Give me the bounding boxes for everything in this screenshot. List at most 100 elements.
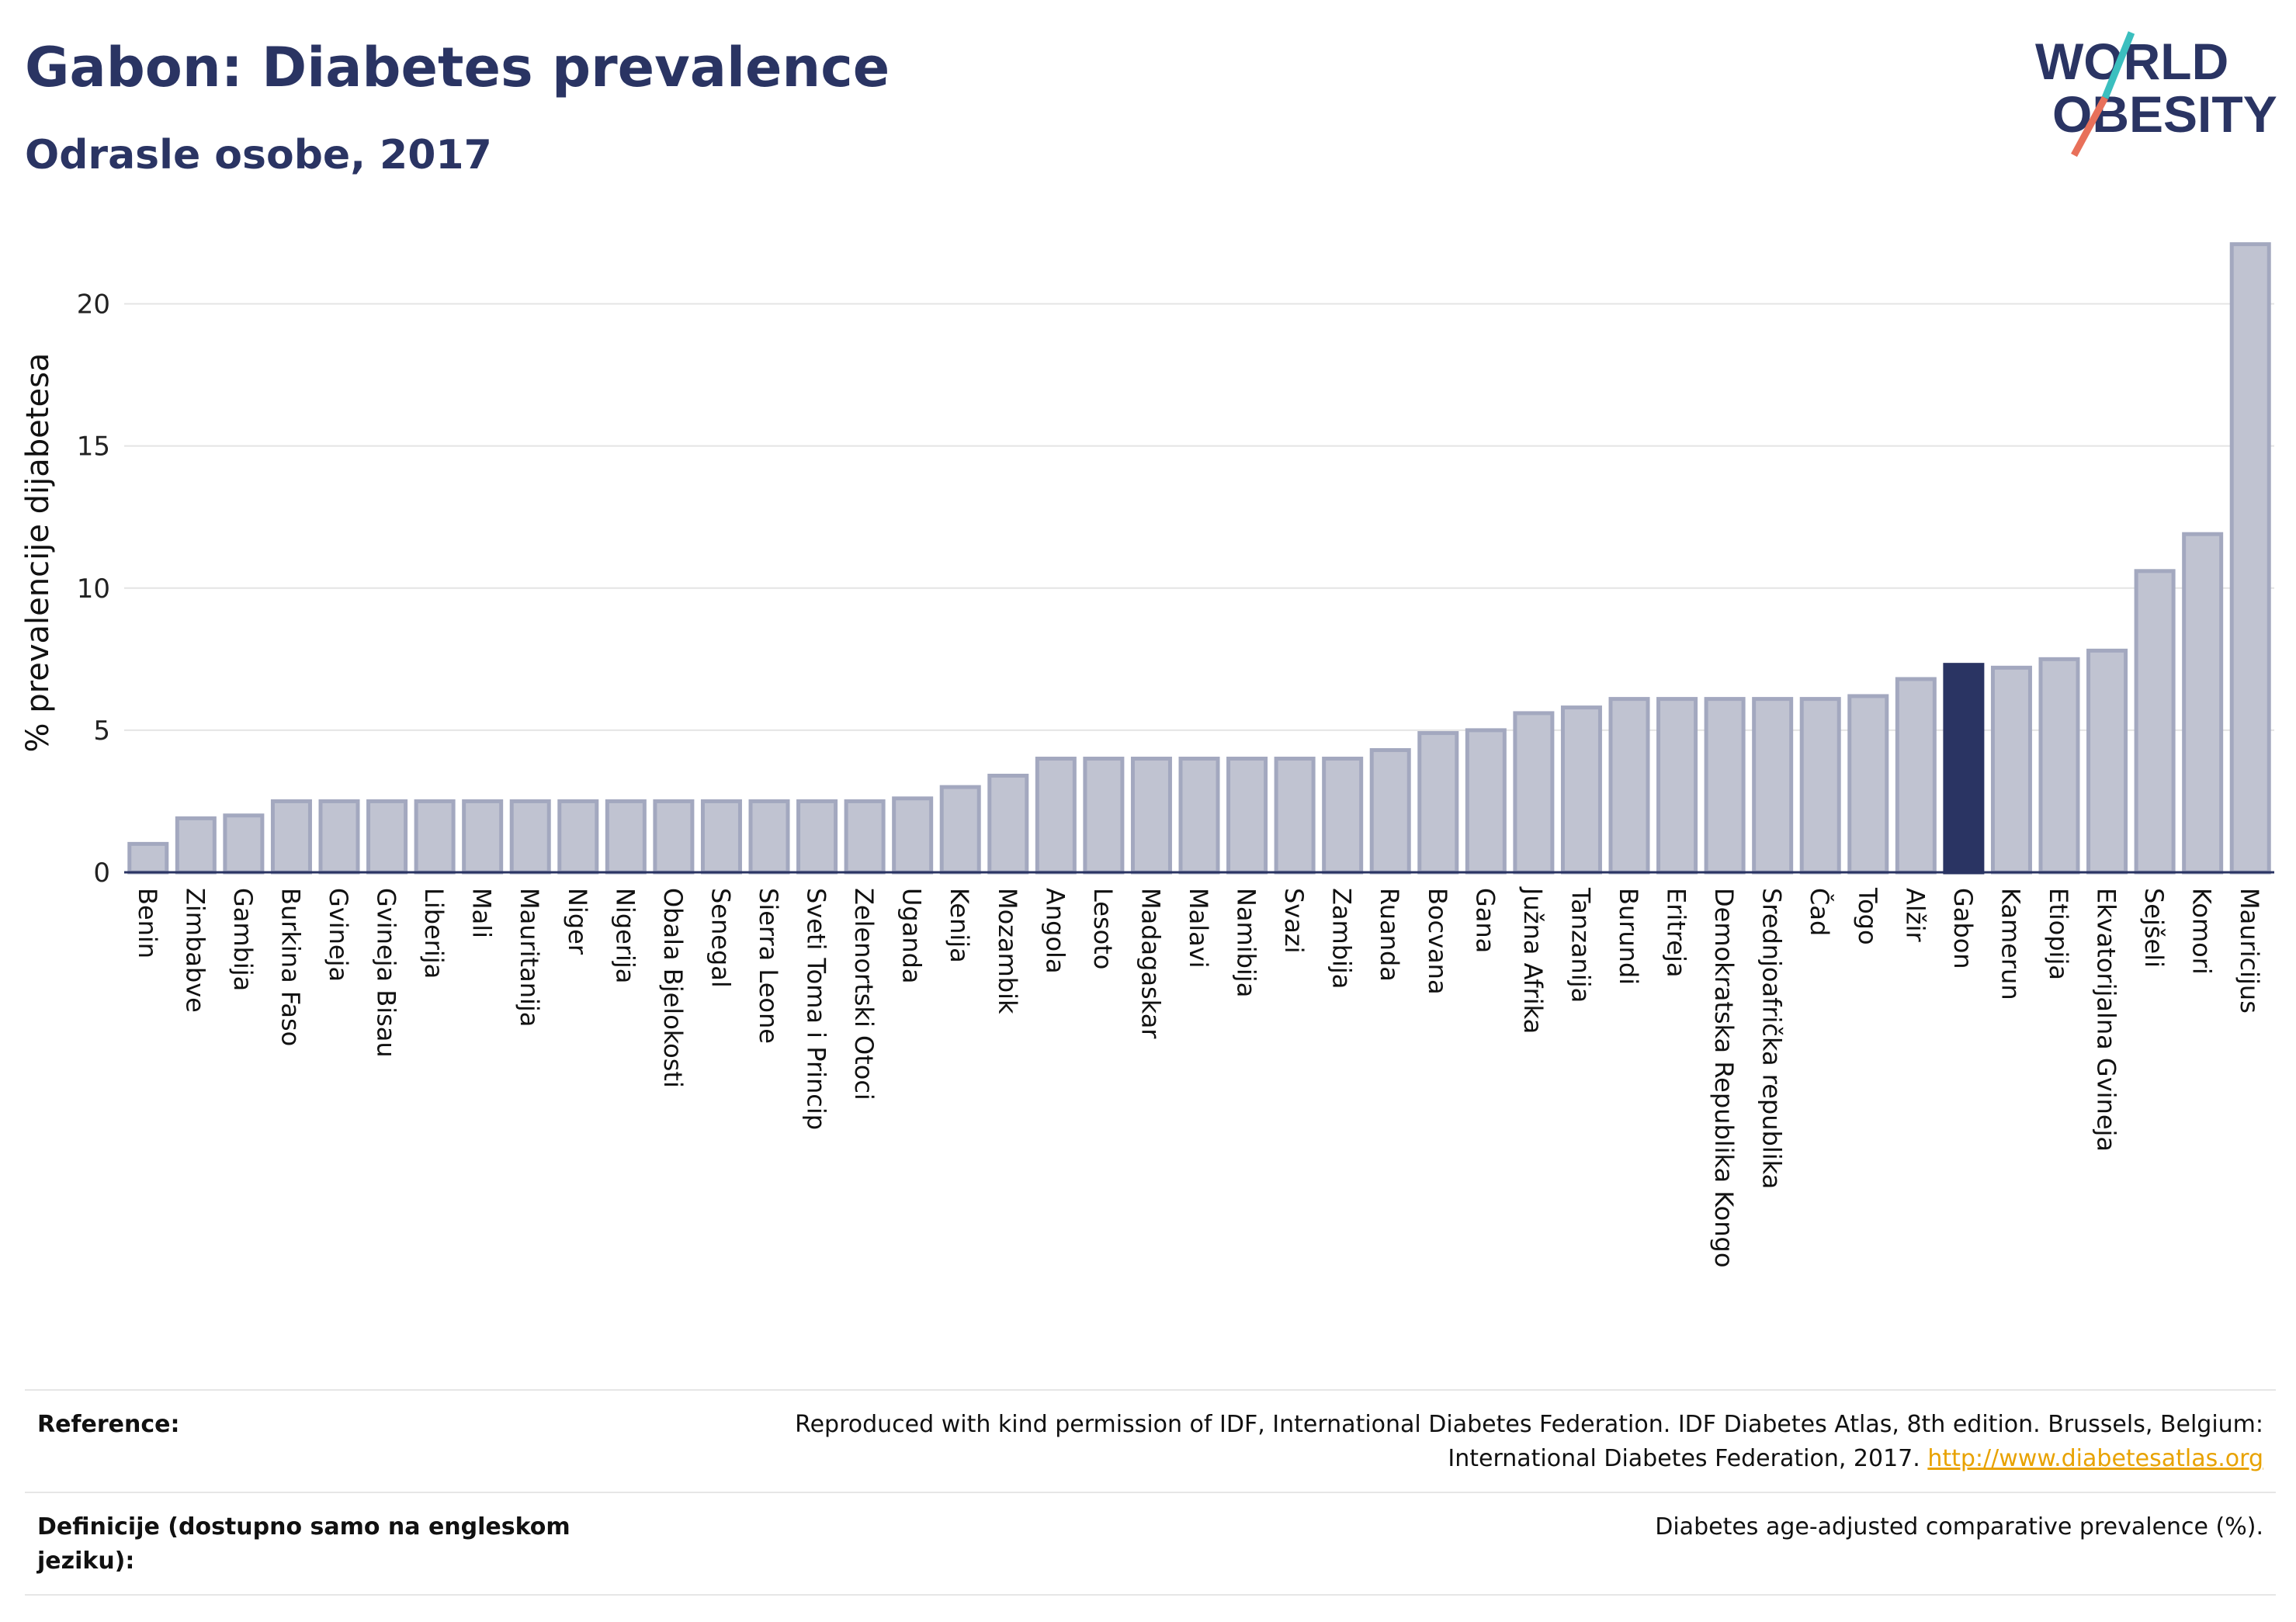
bar-ruanda [1369, 748, 1411, 875]
x-tick-label: Svazi [1279, 888, 1309, 954]
world-obesity-logo: WORLD OBESITY [2035, 31, 2277, 158]
bar-zelenortski-otoci [844, 799, 886, 875]
y-tick-label: 15 [77, 431, 110, 463]
bar-gabon [1943, 663, 1985, 875]
y-tick-label: 0 [93, 858, 110, 889]
bar-sejšeli [2134, 569, 2176, 875]
bar-uganda [892, 796, 934, 875]
x-tick-label: Etiopija [2044, 888, 2073, 980]
y-axis-title: % prevalencije dijabetesa [20, 353, 56, 753]
x-tick-label: Nigerija [610, 888, 640, 983]
x-tick-label: Južna Afrika [1518, 886, 1548, 1034]
bar-senegal [700, 799, 742, 875]
x-tick-label: Demokratska Republika Kongo [1709, 888, 1739, 1267]
x-tick-label: Uganda [897, 888, 927, 984]
x-tick-label: Srednjoafrička republika [1757, 888, 1787, 1189]
x-tick-label: Kenija [945, 888, 974, 963]
x-tick-label: Senegal [706, 888, 735, 988]
x-tick-label: Gvineja Bisau [372, 888, 401, 1058]
bar-madagaskar [1130, 757, 1172, 875]
bar-nigerija [605, 799, 647, 875]
x-tick-label: Sejšeli [2139, 888, 2169, 968]
bar-obala-bjelokosti [653, 799, 695, 875]
bar-burundi [1608, 697, 1650, 875]
x-axis-labels: Benin Zimbabve Gambija Burkina Faso Gvineja G… [133, 886, 2264, 1267]
x-tick-label: Tanzanija [1566, 887, 1595, 1003]
bar-chart: 0 5 10 15 20 % prevalencije dijabetesa Benin… [20, 242, 2274, 1267]
x-tick-label: Eritreja [1662, 888, 1691, 977]
y-tick-label: 20 [77, 289, 110, 321]
bar-tanzanija [1560, 705, 1602, 875]
reference-value: Reproduced with kind permission of IDF, … [602, 1408, 2263, 1476]
bar-kamerun [1990, 665, 2032, 875]
reference-text-2: International Diabetes Federation, 2017. [1448, 1445, 1920, 1472]
logo-line-1: WORLD [2035, 33, 2228, 90]
x-tick-label: Ruanda [1375, 888, 1404, 982]
bar-mozambik [987, 773, 1029, 875]
x-tick-label: Malavi [1184, 888, 1213, 969]
reference-link[interactable]: http://www.diabetesatlas.org [1927, 1445, 2263, 1472]
bar-mali [462, 799, 504, 875]
bar-gvineja [318, 799, 360, 875]
bar-svazi [1274, 757, 1316, 875]
bar-zambija [1322, 757, 1364, 875]
x-tick-label: Zambija [1327, 888, 1357, 989]
bar-lesoto [1083, 757, 1125, 875]
reference-row: Reference: Reproduced with kind permissi… [25, 1389, 2276, 1492]
bar-mauricijus [2229, 242, 2271, 875]
x-tick-label: Obala Bjelokosti [658, 888, 688, 1088]
y-axis-ticks: 0 5 10 15 20 [77, 289, 110, 889]
bar-sierra-leone [748, 799, 790, 875]
x-tick-label: Zimbabve [180, 888, 210, 1013]
x-tick-label: Zelenortski Otoci [849, 888, 879, 1100]
bar-kenija [939, 785, 981, 875]
reference-label: Reference: [37, 1411, 180, 1438]
logo-slash-teal [2101, 31, 2135, 99]
x-tick-label: Alžir [1900, 888, 1930, 942]
x-tick-label: Gabon [1948, 888, 1978, 969]
bar-burkina-faso [270, 799, 312, 875]
bar-togo [1847, 694, 1889, 875]
bar-demokratska-republika-kongo [1704, 697, 1746, 875]
bar-gvineja-bisau [366, 799, 408, 875]
definition-value: Diabetes age-adjusted comparative preval… [1655, 1513, 2263, 1541]
x-tick-label: Gambija [228, 888, 258, 991]
bar-zimbabve [175, 816, 217, 875]
bar-niger [557, 799, 599, 875]
x-tick-label: Angola [1040, 888, 1070, 974]
bar-gana [1465, 728, 1507, 875]
logo-slash-coral [2071, 95, 2108, 158]
x-tick-label: Niger [563, 888, 592, 955]
x-tick-label: Togo [1853, 887, 1882, 945]
y-tick-label: 5 [93, 716, 110, 747]
bar-bocvana [1417, 731, 1459, 875]
x-tick-label: Ekvatorijalna Gvineja [2092, 888, 2121, 1152]
x-tick-label: Namibija [1232, 888, 1261, 997]
footer-table: Reference: Reproduced with kind permissi… [25, 1389, 2276, 1596]
bar-ekvatorijalna-gvineja [2086, 648, 2128, 875]
reference-text-1: Reproduced with kind permission of IDF, … [795, 1411, 2263, 1438]
y-tick-label: 10 [77, 574, 110, 605]
x-tick-label: Kamerun [1996, 888, 2025, 1000]
x-tick-label: Čad [1805, 888, 1835, 936]
x-tick-label: Gvineja [324, 888, 353, 982]
bar-gambija [223, 813, 265, 875]
bar-namibija [1226, 757, 1268, 875]
x-tick-label: Sveti Toma i Princip [802, 888, 831, 1130]
x-tick-label: Gana [1470, 888, 1500, 953]
bar-angola [1035, 757, 1077, 875]
x-tick-label: Bocvana [1423, 888, 1452, 995]
x-tick-label: Liberija [419, 888, 449, 979]
bar-benin [127, 841, 169, 875]
x-tick-label: Benin [133, 888, 162, 958]
x-tick-label: Burkina Faso [276, 888, 305, 1046]
bar-malavi [1178, 757, 1220, 875]
x-tick-label: Mauritanija [515, 888, 544, 1027]
bar-mauritanija [509, 799, 551, 875]
x-tick-label: Sierra Leone [754, 888, 783, 1044]
bar-južna-afrika [1513, 711, 1555, 875]
bar-eritreja [1656, 697, 1698, 875]
bar-srednjoafrička-republika [1752, 697, 1794, 875]
x-tick-label: Mauricijus [2235, 888, 2264, 1014]
bar-liberija [414, 799, 456, 875]
